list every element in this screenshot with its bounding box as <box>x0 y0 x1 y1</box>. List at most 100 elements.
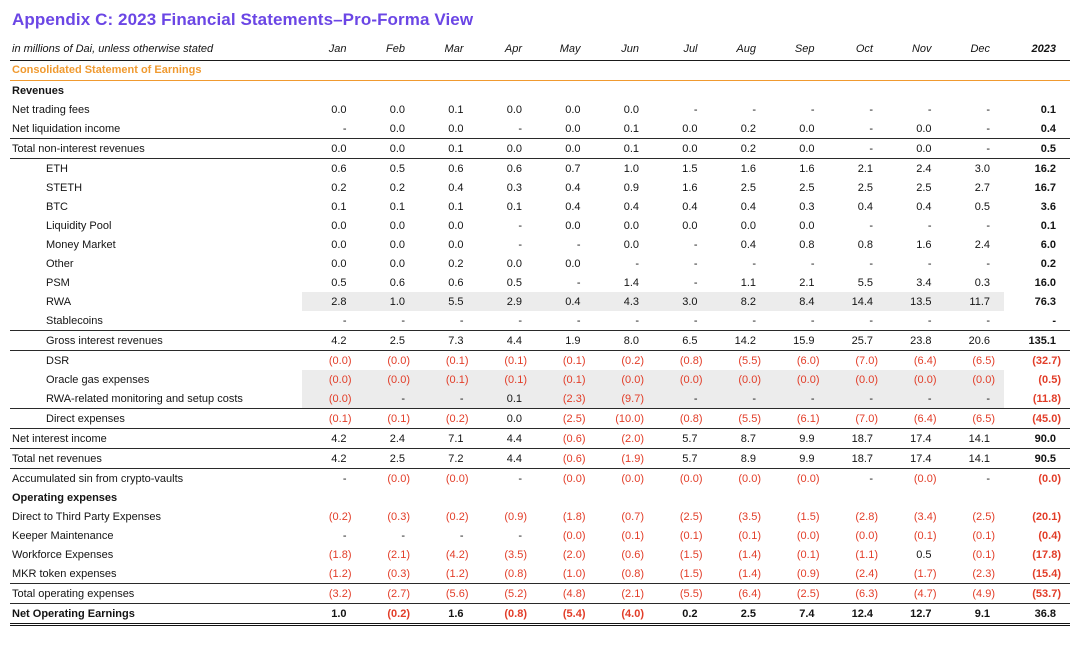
cell-month: (5.5) <box>653 583 712 604</box>
cell-month: (1.2) <box>445 567 469 580</box>
column-header-oct: Oct <box>828 39 887 61</box>
cell-month: 0.1 <box>419 138 478 159</box>
cell-month: 9.1 <box>945 603 1004 626</box>
cell-month: (6.0) <box>796 354 820 367</box>
cell-month: (3.2) <box>302 583 361 604</box>
cell-month: (0.0) <box>855 529 878 542</box>
cell-month: - <box>518 219 522 232</box>
cell-month: 0.4 <box>857 200 873 213</box>
cell-month <box>653 488 712 507</box>
cell-month: 8.0 <box>594 330 653 351</box>
cell-month: 2.5 <box>711 603 770 626</box>
cell-month: - <box>342 122 347 135</box>
data-row-other: Other 0.0 0.0 0.2 0.0 0.0 - - - - - - - 0.2 <box>10 254 1070 273</box>
cell-month: 0.0 <box>565 257 581 270</box>
cell-month: 0.0 <box>623 219 639 232</box>
cell-month <box>946 488 1005 507</box>
cell-month: (2.0) <box>594 428 653 449</box>
cell-month: 0.0 <box>389 257 405 270</box>
cell-month: 0.0 <box>389 103 405 116</box>
cell-total-2023: 90.5 <box>1004 448 1070 469</box>
row-label: RWA <box>46 295 72 308</box>
cell-month: (1.4) <box>738 567 761 580</box>
cell-month: (1.8) <box>562 510 586 523</box>
cell-month: (0.2) <box>621 354 644 367</box>
cell-month: - <box>635 257 639 270</box>
cell-month: (7.0) <box>828 408 887 429</box>
cell-month: (0.0) <box>828 370 887 389</box>
cell-month: - <box>828 138 887 159</box>
data-row-net-liquidation-income: Net liquidation income - 0.0 0.0 - 0.0 0.1 0.0 0… <box>10 119 1070 139</box>
column-header-may: May <box>536 39 595 61</box>
cell-month: 2.5 <box>916 181 932 194</box>
cell-total-2023: 0.2 <box>1040 257 1056 270</box>
cell-month: 7.4 <box>770 603 829 626</box>
cell-month: 0.5 <box>506 276 522 289</box>
cell-month: 23.8 <box>887 330 946 351</box>
row-label: Total operating expenses <box>10 583 302 604</box>
cell-month: (0.8) <box>653 408 712 429</box>
data-row-money-market: Money Market 0.0 0.0 0.0 - - 0.0 - 0.4 0.8 0.8 1.6 2… <box>10 235 1070 254</box>
data-row-eth: ETH 0.6 0.5 0.6 0.6 0.7 1.0 1.5 1.6 1.6 2.1 2.4 3.0 1… <box>10 159 1070 179</box>
cell-month: (0.0) <box>796 472 820 485</box>
cell-total-2023: 135.1 <box>1004 330 1070 351</box>
cell-month: 1.9 <box>536 330 595 351</box>
cell-month: (4.0) <box>594 603 653 626</box>
cell-month <box>595 488 654 507</box>
data-row-psm: PSM 0.5 0.6 0.6 0.5 - 1.4 - 1.1 2.1 5.5 3.4 0.3 16.0 <box>10 273 1070 292</box>
cell-total-2023: 3.6 <box>1040 200 1056 213</box>
cell-month: - <box>986 314 990 327</box>
cell-month: 0.1 <box>448 103 464 116</box>
cell-month <box>361 81 420 101</box>
cell-month: 0.0 <box>740 219 756 232</box>
cell-month: 0.4 <box>740 238 756 251</box>
cell-month <box>536 81 595 101</box>
data-row-net-interest-income: Net interest income 4.2 2.4 7.1 4.4 (0.6) (2.0… <box>10 428 1070 449</box>
cell-month: (0.8) <box>504 567 527 580</box>
cell-month: 9.9 <box>770 448 829 469</box>
cell-total-2023: 36.8 <box>1004 603 1070 626</box>
cell-month: (0.1) <box>477 370 536 389</box>
row-label: Operating expenses <box>12 491 118 504</box>
cell-month: - <box>869 122 873 135</box>
cell-total-2023: 0.1 <box>1040 219 1056 232</box>
cell-month: (1.0) <box>562 567 586 580</box>
cell-month: 6.5 <box>653 330 712 351</box>
cell-month: - <box>518 472 522 485</box>
cell-month: (2.3) <box>972 567 995 580</box>
cell-total-2023: 76.3 <box>1034 295 1056 308</box>
cell-month: (0.0) <box>328 354 352 367</box>
cell-month: 0.2 <box>653 603 712 626</box>
cell-month: (6.5) <box>972 354 995 367</box>
cell-month: - <box>360 389 419 409</box>
cell-month: 0.1 <box>594 138 653 159</box>
cell-month: (0.1) <box>360 408 419 429</box>
cell-month <box>653 81 712 101</box>
cell-month <box>829 81 888 101</box>
cell-month: (0.0) <box>302 370 361 389</box>
cell-month: 0.4 <box>916 200 932 213</box>
group-header-row-operating-expenses: Operating expenses <box>10 488 1070 507</box>
cell-month: - <box>342 472 347 485</box>
cell-month: - <box>869 219 873 232</box>
row-label: Total net revenues <box>10 448 302 469</box>
cell-month: (6.3) <box>828 583 887 604</box>
cell-month: 8.2 <box>711 292 770 311</box>
cell-month: 2.4 <box>360 428 419 449</box>
cell-total-2023: 0.4 <box>1040 122 1056 135</box>
column-header-dec: Dec <box>945 39 1004 61</box>
cell-month: 2.1 <box>857 162 873 175</box>
cell-month: 2.7 <box>974 181 990 194</box>
cell-month: (1.7) <box>913 567 937 580</box>
cell-month: (6.5) <box>945 408 1004 429</box>
data-row-total-net-revenues: Total net revenues 4.2 2.5 7.2 4.4 (0.6) (1.9)… <box>10 448 1070 469</box>
row-label: Keeper Maintenance <box>12 529 114 542</box>
cell-month: 0.0 <box>360 138 419 159</box>
cell-month: - <box>927 314 932 327</box>
cell-month: (0.1) <box>621 529 644 542</box>
cell-month: 0.6 <box>448 276 464 289</box>
cell-month: - <box>459 314 464 327</box>
cell-month: 1.6 <box>916 238 932 251</box>
cell-month <box>302 81 361 101</box>
column-header-2023: 2023 <box>1004 39 1070 61</box>
